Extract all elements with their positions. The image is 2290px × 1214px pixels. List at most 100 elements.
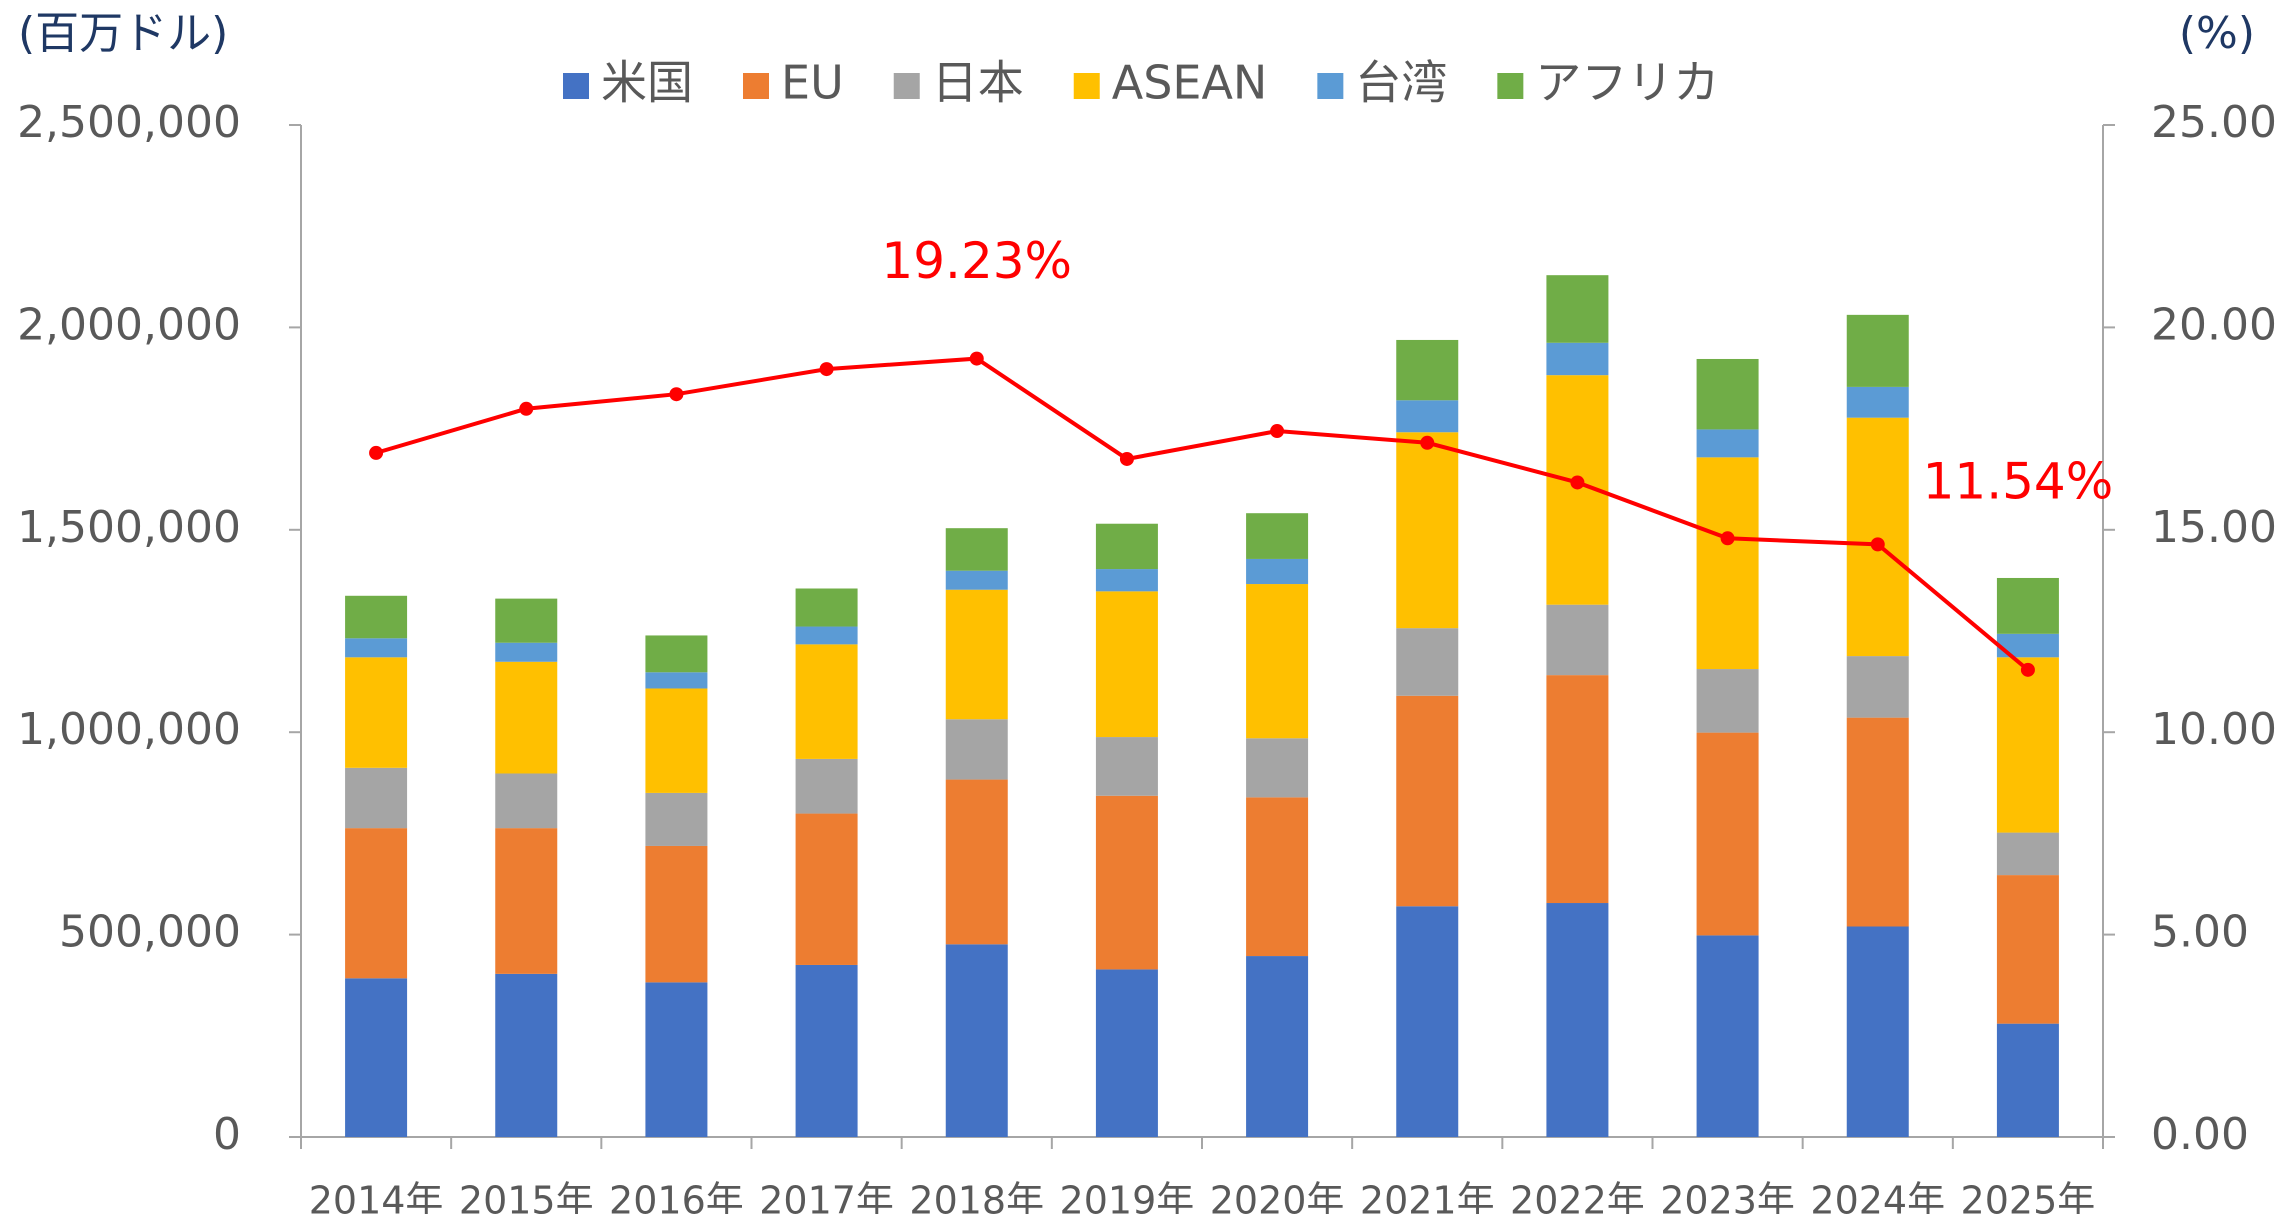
y2-unit-label: (%) xyxy=(2179,8,2255,59)
x-tick-label: 2024年 xyxy=(1810,1179,1945,1214)
x-tick-label: 2014年 xyxy=(309,1179,444,1214)
bar xyxy=(1246,738,1309,798)
legend-label: EU xyxy=(781,56,844,110)
legend-swatch xyxy=(1497,73,1524,99)
x-tick-label: 2022年 xyxy=(1510,1179,1645,1214)
legend-label: ASEAN xyxy=(1112,56,1268,110)
bar xyxy=(1396,628,1459,696)
line-marker xyxy=(1270,424,1285,439)
bar xyxy=(1396,695,1459,907)
line-marker xyxy=(369,445,384,460)
x-tick-label: 2023年 xyxy=(1660,1179,1795,1214)
bar xyxy=(1095,523,1158,570)
bar xyxy=(1246,956,1309,1137)
line-marker xyxy=(2020,662,2035,677)
bar xyxy=(945,779,1008,945)
bar xyxy=(1846,717,1909,927)
bar xyxy=(495,828,558,974)
bar xyxy=(795,813,858,965)
y-tick-label: 1,000,000 xyxy=(17,704,241,755)
legend-swatch xyxy=(743,73,769,99)
line-marker xyxy=(1720,531,1735,546)
bar xyxy=(795,626,858,645)
bar xyxy=(645,672,708,689)
bar xyxy=(345,595,408,639)
bar xyxy=(1696,429,1759,458)
bar xyxy=(495,598,558,643)
bar xyxy=(495,661,558,774)
bar xyxy=(1996,633,2059,658)
line-marker xyxy=(819,362,834,377)
y2-tick-label: 10.00 xyxy=(2151,704,2277,755)
bar xyxy=(945,944,1008,1137)
bar xyxy=(795,588,858,627)
y-tick-label: 500,000 xyxy=(59,907,241,958)
bar xyxy=(795,758,858,814)
bar xyxy=(495,642,558,662)
x-tick-label: 2019年 xyxy=(1060,1179,1195,1214)
bar xyxy=(1996,832,2059,876)
y-tick-label: 2,000,000 xyxy=(17,299,241,350)
bar xyxy=(1396,339,1459,401)
bar xyxy=(1996,1023,2059,1137)
bar xyxy=(1246,513,1309,559)
bar xyxy=(345,657,408,768)
line-marker xyxy=(969,351,984,366)
bar xyxy=(1546,604,1609,676)
x-tick-label: 2018年 xyxy=(909,1179,1044,1214)
legend-label: 日本 xyxy=(932,56,1024,110)
bar xyxy=(1095,795,1158,970)
bar xyxy=(795,644,858,759)
legend-swatch xyxy=(563,73,589,99)
bar xyxy=(1396,432,1459,629)
bar xyxy=(1696,457,1759,670)
legend-swatch xyxy=(893,73,920,99)
x-tick-label: 2015年 xyxy=(459,1179,594,1214)
bar xyxy=(1246,558,1309,585)
bar xyxy=(345,767,408,829)
bar xyxy=(1246,584,1309,739)
bar xyxy=(645,688,708,793)
bar xyxy=(1396,400,1459,433)
line-marker xyxy=(669,387,684,402)
bar xyxy=(645,792,708,846)
legend-label: 米国 xyxy=(601,56,693,110)
y-tick-label: 1,500,000 xyxy=(17,502,241,553)
bar xyxy=(1546,903,1609,1137)
y2-tick-label: 5.00 xyxy=(2151,907,2249,958)
bar xyxy=(1996,875,2059,1024)
line-marker xyxy=(1570,475,1585,490)
bar xyxy=(495,973,558,1137)
bar xyxy=(1546,275,1609,343)
bar xyxy=(795,964,858,1137)
x-tick-label: 2016年 xyxy=(609,1179,744,1214)
y2-tick-label: 20.00 xyxy=(2151,299,2277,350)
legend-label: 台湾 xyxy=(1355,56,1447,110)
legend-label: アフリカ xyxy=(1535,56,1719,110)
bar xyxy=(945,719,1008,780)
y-unit-label: (百万ドル) xyxy=(18,8,228,59)
bar xyxy=(1546,675,1609,904)
bar xyxy=(1996,577,2059,634)
bar xyxy=(1696,669,1759,733)
x-tick-label: 2017年 xyxy=(759,1179,894,1214)
bar xyxy=(1095,737,1158,796)
bar xyxy=(645,845,708,983)
bar xyxy=(1696,935,1759,1137)
bar xyxy=(1095,969,1158,1137)
bar xyxy=(1696,732,1759,936)
bar xyxy=(1095,569,1158,592)
y2-tick-label: 15.00 xyxy=(2151,502,2277,553)
line-marker xyxy=(519,401,534,416)
bar xyxy=(1546,342,1609,376)
data-label: 11.54% xyxy=(1923,452,2114,510)
data-label: 19.23% xyxy=(881,232,1072,290)
y-tick-label: 2,500,000 xyxy=(17,97,241,148)
bar xyxy=(945,528,1008,571)
legend-swatch xyxy=(1073,73,1100,99)
bar xyxy=(345,638,408,658)
bar xyxy=(1846,314,1909,387)
bar xyxy=(1696,358,1759,430)
bar xyxy=(945,589,1008,720)
